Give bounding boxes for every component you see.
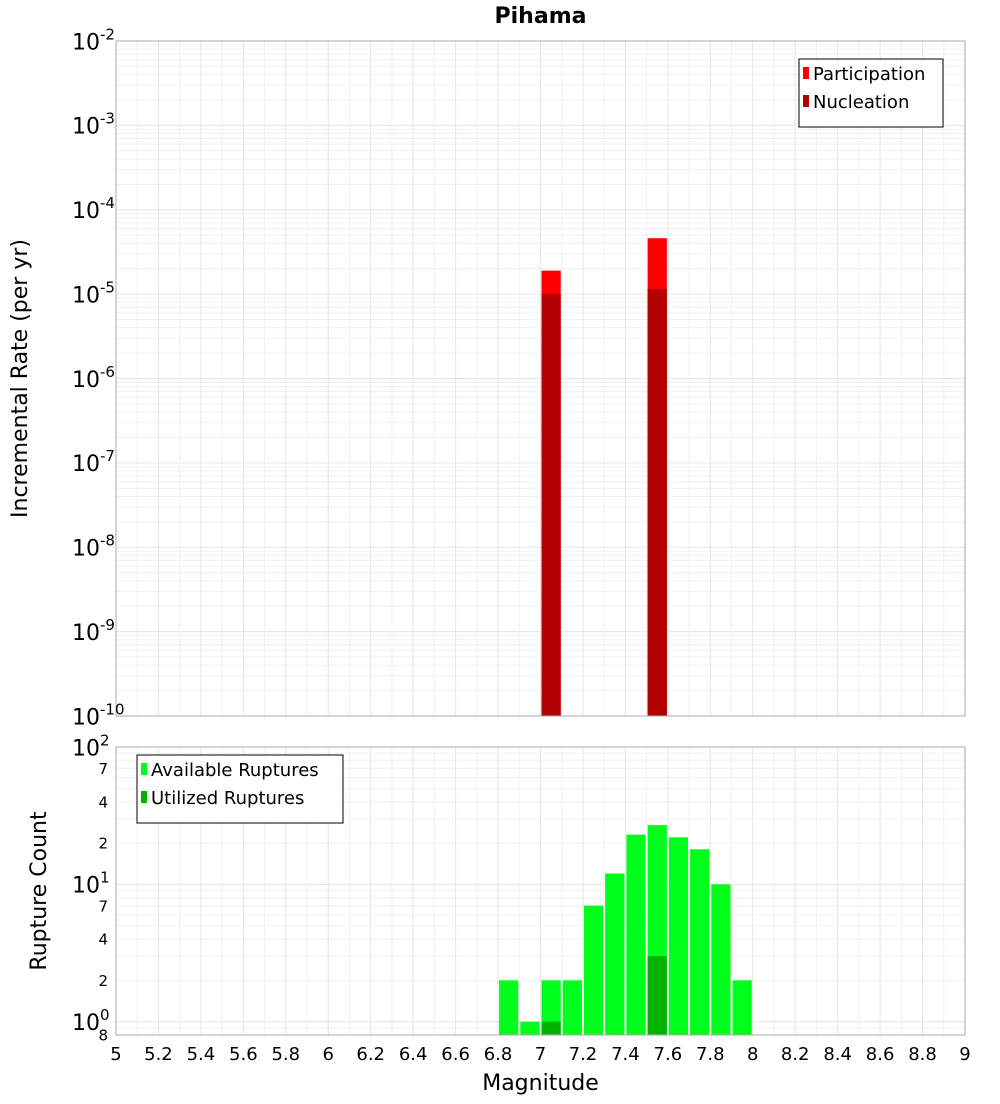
legend-swatch: [141, 791, 147, 803]
legend-label: Nucleation: [813, 92, 909, 113]
legend-swatch: [141, 763, 147, 775]
y-tick-label: 4: [98, 931, 108, 949]
legend-label: Participation: [813, 64, 925, 85]
bar-available-ruptures: [626, 834, 646, 1035]
bar-available-ruptures: [605, 873, 625, 1035]
legend-swatch: [803, 67, 809, 79]
x-tick-label: 5: [110, 1044, 121, 1065]
x-tick-label: 8.6: [866, 1044, 895, 1065]
legend-label: Available Ruptures: [151, 760, 319, 781]
bar-available-ruptures: [690, 849, 710, 1035]
bar-available-ruptures: [583, 905, 604, 1035]
y-tick-label: 7: [98, 897, 108, 915]
bar-available-ruptures: [541, 980, 561, 1035]
x-tick-label: 5.2: [144, 1044, 173, 1065]
chart-title: Pihama: [495, 4, 587, 29]
x-tick-label: 8.4: [823, 1044, 852, 1065]
plot-frame: [115, 746, 966, 1036]
x-tick-label: 6.6: [441, 1044, 470, 1065]
bar-available-ruptures: [520, 1021, 540, 1035]
legend-label: Utilized Ruptures: [151, 788, 304, 809]
y-tick-label: 2: [98, 835, 108, 853]
bar-nucleation: [647, 289, 667, 716]
y-tick-label: 10-6: [72, 363, 115, 393]
x-tick-label: 7.4: [611, 1044, 640, 1065]
x-tick-label: 6.4: [399, 1044, 428, 1065]
x-tick-label: 7.8: [696, 1044, 725, 1065]
panel-1: 10-2 10-3 10-4 10-5 10-6 10-7 10-8 10-9 10-10 Inc…: [8, 25, 966, 730]
legend-swatch: [803, 95, 809, 107]
y-tick-label: 100: [72, 1006, 110, 1036]
x-axis-label: Magnitude: [482, 1071, 599, 1096]
y-axis-label: Incremental Rate (per yr): [8, 239, 33, 518]
bar-utilized-ruptures: [541, 1021, 561, 1035]
y-tick-label: 7: [98, 760, 108, 778]
bar-available-ruptures: [711, 884, 731, 1035]
legend-box: [136, 754, 344, 824]
bar-utilized-ruptures: [647, 956, 667, 1035]
y-tick-label: 10-7: [72, 447, 115, 477]
x-tick-label: 6.8: [484, 1044, 513, 1065]
plot-frame: [115, 40, 966, 717]
legend-box: [798, 58, 944, 128]
x-tick-label: 6.2: [356, 1044, 385, 1065]
y-axis-label: Rupture Count: [27, 811, 52, 971]
y-tick-label: 10-10: [72, 700, 125, 730]
y-tick-label: 10-5: [72, 278, 115, 308]
bar-available-ruptures: [499, 980, 519, 1035]
x-tick-label: 9: [959, 1044, 970, 1065]
x-tick-label: 8: [747, 1044, 758, 1065]
y-tick-label: 10-2: [72, 25, 115, 55]
x-tick-label: 8.2: [781, 1044, 810, 1065]
bar-available-ruptures: [668, 837, 689, 1035]
y-tick-label: 10-8: [72, 532, 115, 562]
x-tick-label: 8.8: [908, 1044, 937, 1065]
x-tick-label: 5.8: [271, 1044, 300, 1065]
y-tick-label: 4: [98, 793, 108, 811]
x-tick-label: 6: [323, 1044, 334, 1065]
legend: Available Ruptures Utilized Ruptures: [136, 754, 344, 824]
x-tick-label: 7.2: [569, 1044, 598, 1065]
y-tick-label: 10-9: [72, 616, 115, 646]
x-tick-label: 5.4: [187, 1044, 216, 1065]
x-tick-label: 5.6: [229, 1044, 258, 1065]
y-tick-label: 101: [72, 869, 110, 899]
x-tick-label: 7: [535, 1044, 546, 1065]
bar-available-ruptures: [562, 980, 582, 1035]
y-tick-label: 10-3: [72, 110, 115, 140]
y-tick-label: 102: [72, 731, 110, 761]
legend: Participation Nucleation: [798, 58, 944, 128]
y-tick-label: 10-4: [72, 194, 115, 224]
y-tick-label: 2: [98, 972, 108, 990]
y-tick-label: 8: [98, 1027, 108, 1045]
x-tick-label: 7.6: [654, 1044, 683, 1065]
bar-nucleation: [541, 294, 561, 716]
bar-available-ruptures: [732, 980, 752, 1035]
